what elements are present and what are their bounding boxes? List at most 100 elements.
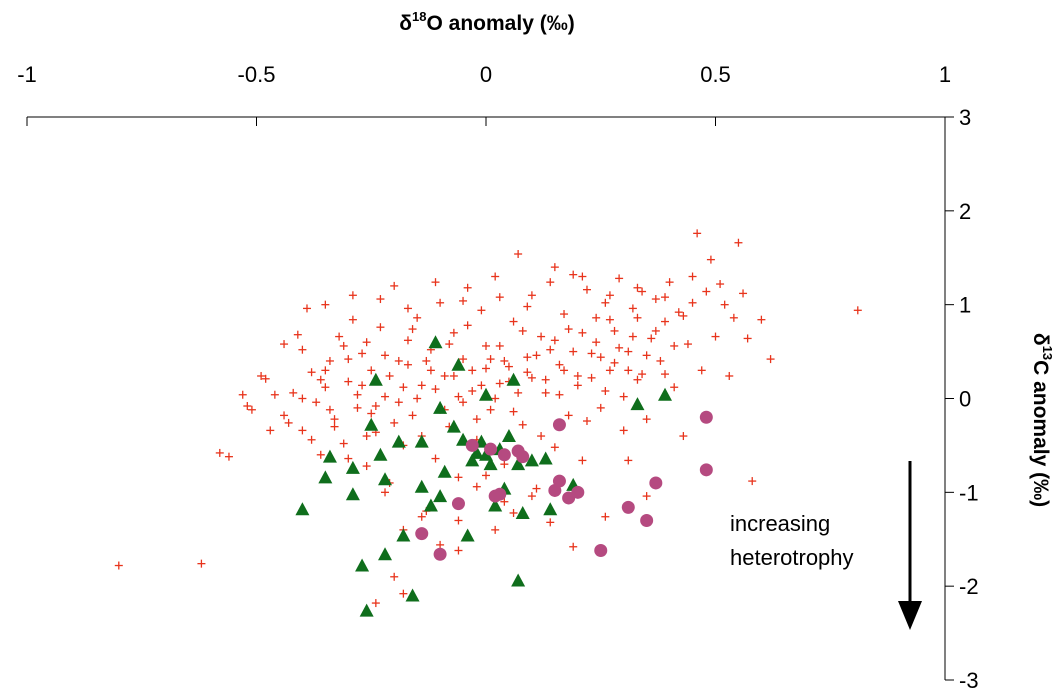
plus-point xyxy=(628,304,637,313)
triangle-point xyxy=(368,372,383,386)
triangle-point xyxy=(405,588,420,602)
plus-point xyxy=(541,375,550,384)
plus-point xyxy=(413,313,422,322)
x-tick-label: 0.5 xyxy=(700,62,731,87)
plus-point xyxy=(665,278,674,287)
circle-point xyxy=(451,497,465,511)
triangle-point xyxy=(373,447,388,461)
plus-point xyxy=(624,366,633,375)
triangle-point xyxy=(364,417,379,431)
plus-point xyxy=(459,355,468,364)
x-tick-label: -1 xyxy=(17,62,37,87)
plus-point xyxy=(353,390,362,399)
triangle-point xyxy=(396,528,411,542)
y-axis-title-post: C anomaly (‰) xyxy=(1029,360,1052,507)
plus-point xyxy=(339,439,348,448)
plus-point xyxy=(362,432,371,441)
plus-point xyxy=(280,340,289,349)
plus-point xyxy=(638,287,647,296)
plus-point xyxy=(459,398,468,407)
plus-point xyxy=(670,383,679,392)
plus-point xyxy=(381,351,390,360)
annotation-line-1: increasing xyxy=(730,511,830,536)
plus-point xyxy=(307,435,316,444)
plus-point xyxy=(472,415,481,424)
plus-point xyxy=(316,375,325,384)
plus-point xyxy=(482,364,490,373)
plus-point xyxy=(394,398,403,407)
plus-point xyxy=(757,315,766,324)
plus-point xyxy=(587,349,596,358)
triangle-point xyxy=(355,558,370,572)
annotation-arrow-head xyxy=(898,601,922,630)
plus-point xyxy=(468,386,477,395)
heterotrophy-annotation: increasing heterotrophy xyxy=(730,461,922,630)
plus-point xyxy=(449,371,458,380)
plus-point xyxy=(766,355,775,364)
plus-point xyxy=(417,512,426,521)
plus-point xyxy=(541,388,550,397)
plus-point xyxy=(417,381,426,390)
plus-point xyxy=(367,409,376,418)
plus-point xyxy=(716,280,725,289)
plus-point xyxy=(628,332,637,341)
plus-point xyxy=(601,512,610,521)
circle-point xyxy=(497,448,511,462)
plus-point xyxy=(633,313,642,322)
triangle-point xyxy=(511,573,526,587)
plus-point xyxy=(381,392,390,401)
plus-point xyxy=(454,392,463,401)
plus-point xyxy=(569,542,578,551)
triangle-point xyxy=(630,397,645,411)
y-tick-label: 0 xyxy=(959,387,971,412)
plus-point xyxy=(564,411,573,420)
circle-point xyxy=(594,544,608,558)
plus-point xyxy=(523,368,532,377)
circle-point xyxy=(516,450,530,464)
plus-point xyxy=(651,326,660,335)
plus-point xyxy=(486,405,495,414)
plus-point xyxy=(339,341,348,350)
plus-point xyxy=(284,418,293,427)
plus-point xyxy=(504,362,513,371)
plus-point xyxy=(509,317,518,326)
y-tick-label: -3 xyxy=(959,668,979,693)
plus-point xyxy=(431,278,440,287)
plus-point xyxy=(743,334,752,343)
plus-point xyxy=(280,411,289,420)
plus-point xyxy=(550,336,559,345)
plus-point xyxy=(399,589,408,598)
triangle-point xyxy=(511,457,526,471)
plus-point xyxy=(739,289,748,298)
plus-point xyxy=(362,338,371,347)
y-tick-label: 3 xyxy=(959,105,971,130)
plus-point xyxy=(518,420,527,429)
plus-point xyxy=(390,418,399,427)
triangle-point xyxy=(423,498,438,512)
plus-point xyxy=(312,398,321,407)
plus-point xyxy=(371,599,380,608)
plus-point xyxy=(656,356,665,365)
plus-point xyxy=(445,340,454,349)
x-tick-label: 0 xyxy=(480,62,492,87)
plus-point xyxy=(693,229,702,238)
plus-point xyxy=(500,460,509,469)
plus-point xyxy=(403,360,412,369)
y-tick-label: 2 xyxy=(959,199,971,224)
y-tick-label: -1 xyxy=(959,480,979,505)
circle-point xyxy=(699,410,713,424)
plus-point xyxy=(298,345,307,354)
triangle-point xyxy=(501,429,516,443)
plus-point xyxy=(537,432,546,441)
plus-point xyxy=(615,274,624,283)
plus-point xyxy=(482,471,490,480)
circle-point xyxy=(699,463,713,477)
plus-point xyxy=(307,368,316,377)
plus-point xyxy=(569,270,578,279)
plus-point xyxy=(711,332,720,341)
plus-point xyxy=(440,371,449,380)
y-tick-label: 1 xyxy=(959,293,971,318)
plus-point xyxy=(358,381,367,390)
plus-point xyxy=(381,488,390,497)
plus-point xyxy=(394,356,403,365)
